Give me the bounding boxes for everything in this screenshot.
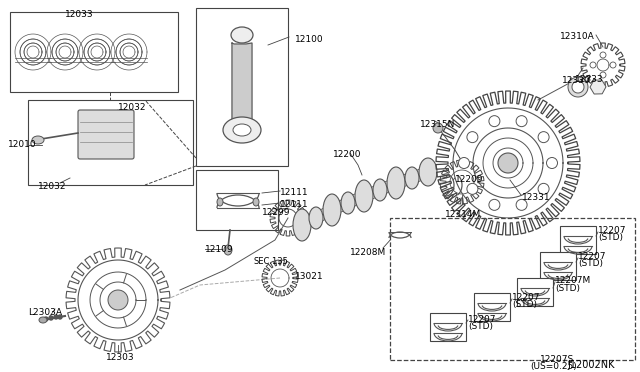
Ellipse shape [323, 194, 341, 226]
Text: (STD): (STD) [555, 284, 580, 293]
Ellipse shape [373, 179, 387, 201]
Text: (STD): (STD) [468, 322, 493, 331]
FancyBboxPatch shape [78, 110, 134, 159]
Text: 12331: 12331 [522, 193, 550, 202]
Text: J12002NK: J12002NK [568, 360, 615, 370]
Bar [474, 293, 510, 321]
Text: 12010: 12010 [8, 140, 36, 149]
Text: 12303: 12303 [106, 353, 134, 362]
Bar [196, 8, 288, 166]
Circle shape [538, 183, 549, 194]
Text: 12207: 12207 [578, 252, 607, 261]
Ellipse shape [387, 167, 405, 199]
Circle shape [498, 153, 518, 173]
Ellipse shape [293, 209, 311, 241]
Text: 12207: 12207 [598, 226, 627, 235]
Text: 12200: 12200 [333, 150, 362, 159]
Text: 12032: 12032 [38, 182, 67, 191]
Text: 12207: 12207 [512, 293, 541, 302]
Bar [517, 278, 553, 306]
Bar [196, 170, 278, 230]
Ellipse shape [32, 136, 44, 144]
Circle shape [610, 62, 616, 68]
Ellipse shape [405, 167, 419, 189]
Ellipse shape [224, 245, 232, 255]
Circle shape [547, 157, 557, 169]
Ellipse shape [341, 192, 355, 214]
Text: 12033: 12033 [65, 10, 93, 19]
Circle shape [467, 132, 478, 142]
Ellipse shape [223, 117, 261, 143]
Ellipse shape [39, 317, 47, 323]
Text: 12032: 12032 [118, 103, 147, 112]
Text: L2303A: L2303A [28, 308, 62, 317]
Ellipse shape [217, 198, 223, 206]
Circle shape [54, 315, 58, 319]
Circle shape [538, 132, 549, 142]
Circle shape [489, 199, 500, 210]
Text: 12208M: 12208M [350, 248, 387, 257]
Ellipse shape [253, 198, 259, 206]
Polygon shape [390, 218, 635, 360]
Text: (STD): (STD) [512, 300, 537, 309]
Circle shape [516, 199, 527, 210]
Ellipse shape [355, 180, 373, 212]
Circle shape [516, 116, 527, 126]
Circle shape [467, 183, 478, 194]
Polygon shape [232, 43, 252, 128]
Ellipse shape [419, 158, 437, 186]
Text: 12207: 12207 [468, 315, 497, 324]
Bar [10, 12, 178, 92]
Text: 12299: 12299 [262, 208, 291, 217]
Bar [430, 313, 466, 341]
Circle shape [49, 316, 53, 320]
Text: 12209: 12209 [455, 175, 483, 184]
Circle shape [489, 116, 500, 126]
Text: 12207S: 12207S [540, 355, 574, 364]
Text: SEC.135: SEC.135 [253, 257, 288, 266]
Wedge shape [568, 77, 588, 97]
Circle shape [600, 72, 606, 78]
Ellipse shape [309, 207, 323, 229]
Text: 12100: 12100 [295, 35, 324, 44]
Circle shape [44, 317, 48, 321]
Text: 12330: 12330 [562, 76, 591, 85]
Text: 12315N: 12315N [420, 120, 456, 129]
Circle shape [590, 62, 596, 68]
Ellipse shape [231, 27, 253, 43]
Circle shape [458, 157, 470, 169]
Text: (STD): (STD) [578, 259, 603, 268]
Text: 12111: 12111 [280, 200, 308, 209]
Text: 12111: 12111 [280, 188, 308, 197]
Text: 12314M: 12314M [445, 210, 481, 219]
Ellipse shape [233, 124, 251, 136]
Text: 13021: 13021 [295, 272, 324, 281]
Circle shape [58, 315, 62, 319]
Text: (US=0.25): (US=0.25) [530, 362, 577, 371]
Circle shape [108, 290, 128, 310]
Bar [28, 100, 193, 185]
Text: 12310A: 12310A [560, 32, 595, 41]
Bar [540, 252, 576, 280]
Text: 12333: 12333 [575, 75, 604, 84]
Text: (STD): (STD) [598, 233, 623, 242]
Bar [560, 226, 596, 254]
Circle shape [600, 52, 606, 58]
Circle shape [433, 123, 443, 133]
Text: 12109: 12109 [205, 245, 234, 254]
Text: 12207M: 12207M [555, 276, 591, 285]
